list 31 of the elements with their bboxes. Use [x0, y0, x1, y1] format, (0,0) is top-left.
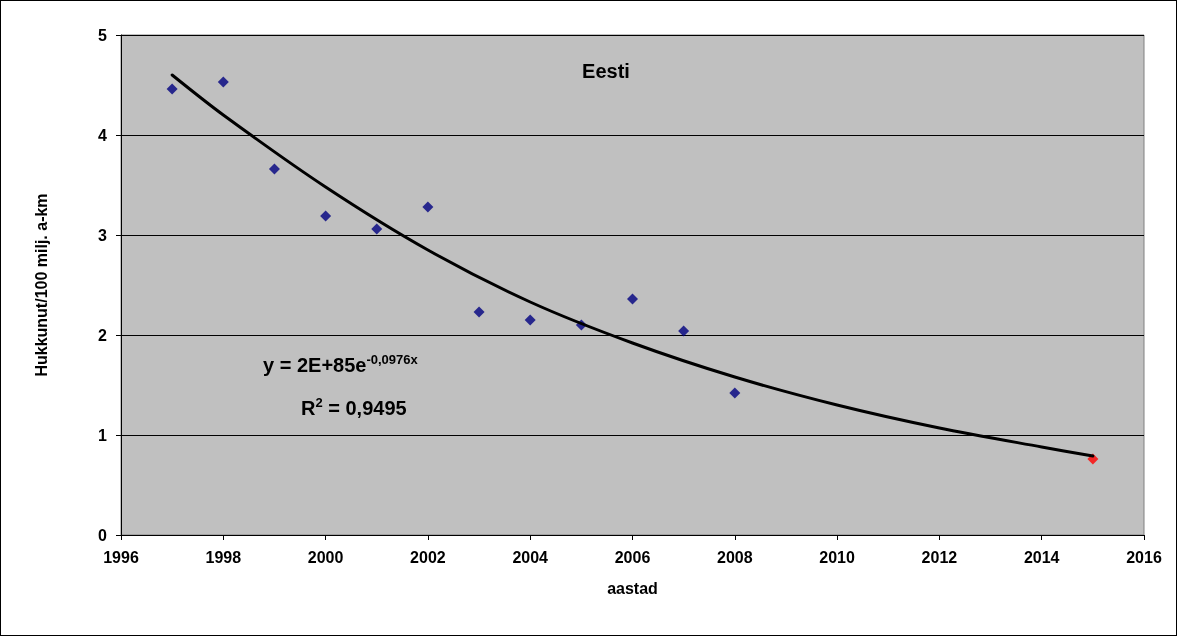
point — [268, 163, 280, 175]
x-tick-label: 1998 — [205, 548, 242, 566]
point — [729, 387, 741, 399]
x-tick-label: 2006 — [614, 548, 651, 566]
y-axis-title: Hukkunut/100 milj. a-km — [32, 193, 50, 377]
y-tick-label: 0 — [98, 526, 108, 544]
y-tick-label: 1 — [98, 426, 108, 444]
y-tick-label: 4 — [98, 126, 108, 144]
x-tick-label: 2008 — [717, 548, 753, 566]
point — [320, 210, 332, 222]
x-tick-label: 2014 — [1023, 548, 1060, 566]
y-tick-label: 3 — [98, 226, 108, 244]
x-tick-label: 2016 — [1126, 548, 1162, 566]
point — [371, 223, 383, 235]
point — [524, 314, 536, 326]
point — [473, 306, 485, 318]
y-tick-label: 2 — [98, 326, 108, 344]
point — [217, 76, 229, 88]
x-axis-title: aastad — [607, 579, 658, 597]
point — [678, 325, 690, 337]
y-tick-label: 5 — [98, 26, 108, 44]
x-tick-label: 2000 — [307, 548, 344, 566]
point — [627, 293, 638, 305]
x-tick-label: 1996 — [103, 548, 139, 566]
text: Eesti — [582, 60, 630, 82]
x-tick-label: 2002 — [410, 548, 446, 566]
x-tick-label: 2010 — [819, 548, 855, 566]
x-tick-label: 2004 — [512, 548, 549, 566]
point — [166, 83, 178, 95]
point — [422, 201, 434, 213]
x-tick-label: 2012 — [921, 548, 958, 566]
